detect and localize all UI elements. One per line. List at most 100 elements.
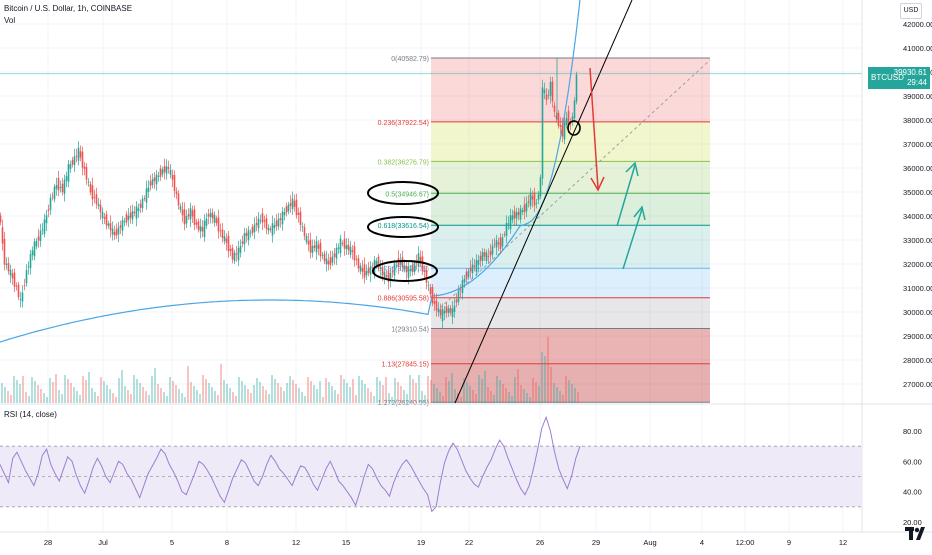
candle-body <box>379 267 382 269</box>
volume-bar <box>118 378 120 403</box>
volume-bar <box>523 389 525 403</box>
candle-body <box>117 227 120 235</box>
candle-body <box>445 306 448 313</box>
volume-bar <box>511 396 513 403</box>
fib-level-label: 1(29310.54) <box>391 327 429 334</box>
rsi-axis-tick: 20.00 <box>903 518 922 527</box>
candle-body <box>517 211 520 216</box>
volume-bar <box>268 394 270 403</box>
candle-body <box>533 192 536 206</box>
candle-body <box>489 250 492 256</box>
fib-zone <box>431 328 710 364</box>
volume-bar <box>238 377 240 403</box>
fib-level-label: 1.13(27845.15) <box>382 362 429 369</box>
candle-body <box>407 266 410 278</box>
volume-bar <box>439 392 441 403</box>
volume-bar <box>289 376 291 403</box>
volume-bar <box>244 385 246 403</box>
candle-body <box>551 81 554 102</box>
volume-bar <box>514 377 516 403</box>
volume-bar <box>535 382 537 403</box>
candle-body <box>39 230 42 241</box>
volume-bar <box>427 376 429 403</box>
candle-body <box>145 188 148 203</box>
candle-body <box>275 220 278 227</box>
annotation-ellipse <box>367 216 439 238</box>
volume-bar <box>493 395 495 403</box>
volume-bar <box>487 387 489 403</box>
candle-body <box>45 215 48 224</box>
candle-body <box>331 256 334 263</box>
volume-bar <box>526 393 528 403</box>
volume-bar <box>436 388 438 403</box>
time-axis-tick: 15 <box>342 538 350 547</box>
currency-label[interactable]: USD <box>900 3 922 19</box>
candle-body <box>183 209 186 225</box>
candle-body <box>97 203 100 206</box>
volume-bar <box>112 393 114 403</box>
volume-bar <box>103 381 105 403</box>
chart-title: Bitcoin / U.S. Dollar, 1h, COINBASE <box>4 4 133 13</box>
volume-bar <box>265 390 267 403</box>
candle-body <box>139 203 142 208</box>
volume-bar <box>115 397 117 403</box>
candle-body <box>383 271 386 280</box>
candle-body <box>361 267 364 272</box>
volume-bar <box>7 391 9 403</box>
candle-body <box>149 181 152 186</box>
volume-bar <box>37 385 39 403</box>
price-tag-symbol: BTCUSD <box>871 73 904 82</box>
volume-bar <box>550 367 552 403</box>
candle-body <box>0 215 2 223</box>
volume-bar <box>253 385 255 403</box>
volume-bar <box>388 393 390 403</box>
candle-body <box>371 267 374 268</box>
volume-bar <box>196 390 198 403</box>
candle-body <box>507 223 510 225</box>
volume-bar <box>190 382 192 403</box>
candle-body <box>473 265 476 267</box>
candle-body <box>461 280 464 294</box>
volume-bar <box>499 380 501 403</box>
candle-body <box>313 245 316 248</box>
volume-bar <box>4 387 6 403</box>
volume-bar <box>349 387 351 403</box>
fib-level-label: 0.786(31824.79) <box>378 266 429 273</box>
candle-body <box>53 186 56 200</box>
candle-body <box>273 225 276 229</box>
candle-body <box>197 221 200 230</box>
candle-body <box>343 238 346 249</box>
rsi-axis-tick: 80.00 <box>903 427 922 436</box>
candle-body <box>561 125 564 137</box>
candle-body <box>405 266 408 273</box>
volume-bar <box>172 381 174 403</box>
volume-bar <box>358 376 360 403</box>
candle-body <box>293 200 296 207</box>
volume-bar <box>202 375 204 403</box>
volume-bar <box>85 380 87 403</box>
volume-bar <box>274 379 276 403</box>
candle-body <box>253 224 256 233</box>
candle-body <box>399 260 402 265</box>
candle-body <box>525 203 528 212</box>
fib-trend-line <box>439 59 711 309</box>
candle-body <box>491 245 494 255</box>
volume-bar <box>160 388 162 403</box>
volume-bar <box>553 383 555 403</box>
volume-bar <box>484 371 486 403</box>
volume-bar <box>466 382 468 403</box>
candle-body <box>165 166 168 174</box>
candle-body <box>457 291 460 302</box>
candle-body <box>535 202 538 204</box>
fib-level-label: 0.5(34946.67) <box>385 191 429 198</box>
volume-bar <box>109 389 111 403</box>
candle-body <box>19 299 22 301</box>
volume-bar <box>343 379 345 403</box>
candle-body <box>281 211 284 225</box>
volume-bar <box>250 393 252 403</box>
volume-bar <box>175 385 177 403</box>
volume-bar <box>271 375 273 403</box>
volume-bar <box>124 386 126 403</box>
